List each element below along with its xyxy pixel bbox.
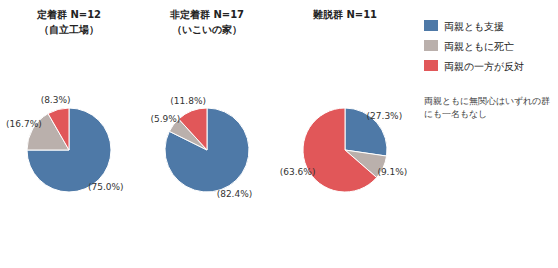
data-label: (8.3%) xyxy=(41,95,71,105)
chart-canvas: 定着群 N=12 （自立工場） (75.0%) (16.7%) (8.3%) 非定着群 N… xyxy=(0,0,558,268)
pie-subtitle: （いこいの家） xyxy=(172,24,242,35)
legend: 両親とも支援両親ともに死亡両親の一方が反対 xyxy=(424,20,524,72)
pie-slice xyxy=(179,108,207,150)
annotation: 両親ともに無関心はいずれの群にも一名もなし xyxy=(424,96,550,119)
legend-label: 両親とも支援 xyxy=(444,21,504,32)
pie: 非定着群 N=17 （いこいの家） xyxy=(165,9,249,192)
data-label: (63.6%) xyxy=(280,167,316,177)
legend-label: 両親の一方が反対 xyxy=(444,61,524,72)
data-label: (16.7%) xyxy=(6,119,42,129)
legend-swatch xyxy=(424,20,438,31)
data-label: (75.0%) xyxy=(88,182,124,192)
legend-swatch xyxy=(424,40,438,51)
pie-title: 定着群 N=12 xyxy=(36,9,101,20)
data-label: (9.1%) xyxy=(377,167,407,177)
legend-swatch xyxy=(424,60,438,71)
data-label: (27.3%) xyxy=(367,111,403,121)
pie-slice xyxy=(48,108,69,150)
pie-title: 難脱群 N=11 xyxy=(312,9,377,20)
data-label: (5.9%) xyxy=(150,114,180,124)
data-label: (82.4%) xyxy=(217,189,253,199)
pie-subtitle: （自立工場） xyxy=(39,24,99,35)
pie: 定着群 N=12 （自立工場） xyxy=(27,9,111,192)
pie-title: 非定着群 N=17 xyxy=(169,9,244,20)
pie: 難脱群 N=11 xyxy=(303,9,387,192)
data-label: (11.8%) xyxy=(170,96,206,106)
legend-label: 両親ともに死亡 xyxy=(444,41,514,52)
